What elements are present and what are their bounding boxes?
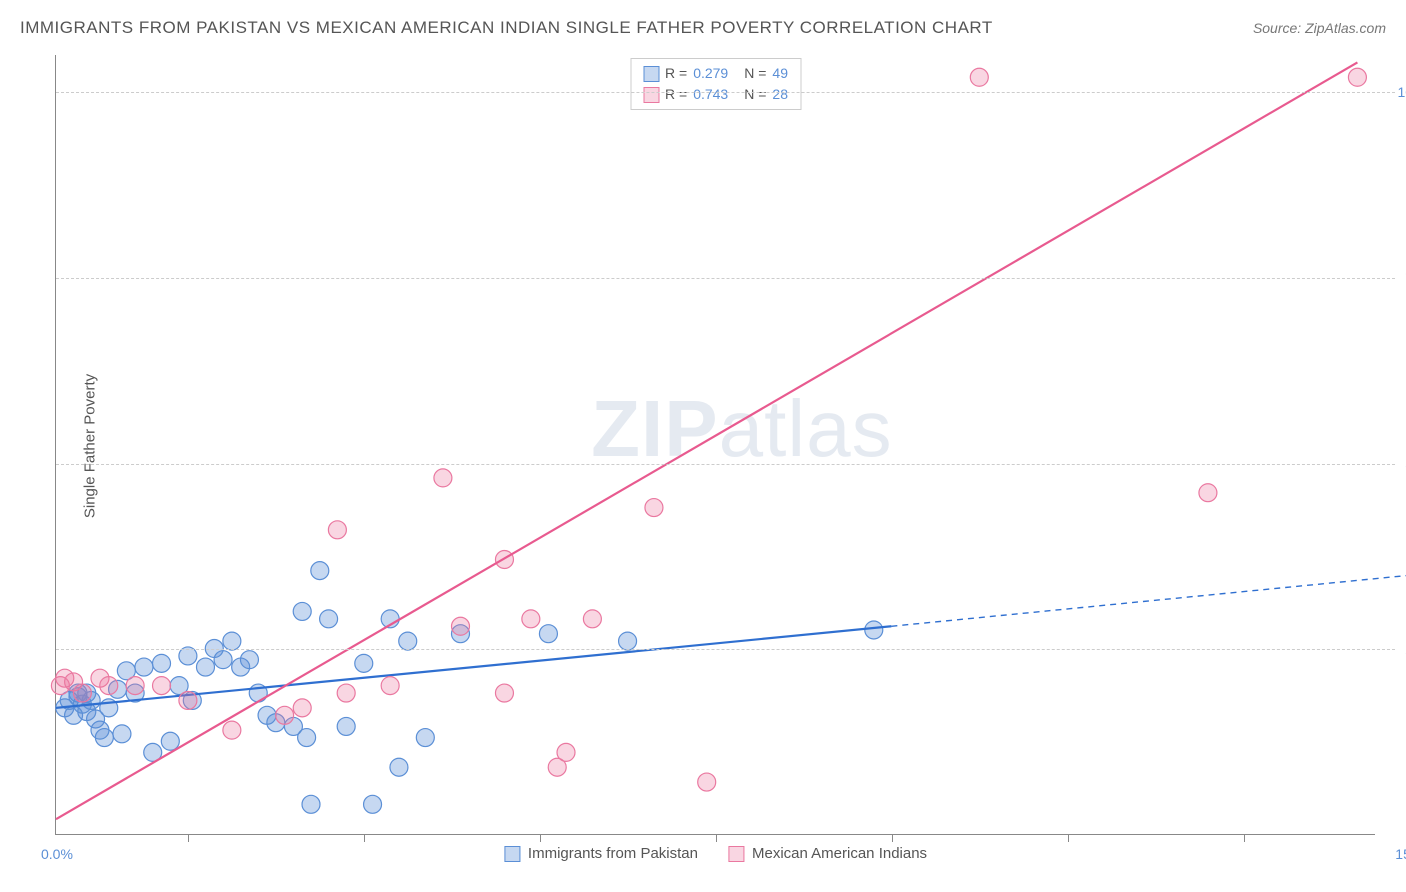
swatch-blue-icon — [504, 846, 520, 862]
scatter-point — [539, 625, 557, 643]
legend-n-label: N = — [744, 63, 766, 84]
scatter-point — [179, 691, 197, 709]
legend-blue-label: Immigrants from Pakistan — [528, 845, 698, 862]
scatter-point — [399, 632, 417, 650]
scatter-point — [364, 795, 382, 813]
scatter-point — [495, 684, 513, 702]
scatter-point — [337, 684, 355, 702]
x-tick — [892, 834, 893, 842]
plot-area: ZIPatlas R = 0.279 N = 49 R = 0.743 N = … — [55, 55, 1375, 835]
scatter-point — [390, 758, 408, 776]
scatter-point — [298, 729, 316, 747]
chart-svg — [56, 55, 1375, 834]
scatter-point — [223, 721, 241, 739]
legend-n-label: N = — [744, 84, 766, 105]
legend-blue-r: 0.279 — [693, 63, 728, 84]
swatch-pink-icon — [643, 87, 659, 103]
scatter-point — [522, 610, 540, 628]
scatter-point — [381, 677, 399, 695]
scatter-point — [73, 684, 91, 702]
series-legend: Immigrants from Pakistan Mexican America… — [504, 845, 927, 862]
x-tick — [188, 834, 189, 842]
scatter-point — [293, 602, 311, 620]
scatter-point — [161, 732, 179, 750]
x-tick-label-max: 15.0% — [1395, 846, 1406, 862]
legend-item-pink: Mexican American Indians — [728, 845, 927, 862]
scatter-point — [434, 469, 452, 487]
scatter-point — [223, 632, 241, 650]
legend-r-label: R = — [665, 63, 687, 84]
legend-item-blue: Immigrants from Pakistan — [504, 845, 698, 862]
x-tick — [1068, 834, 1069, 842]
legend-row-blue: R = 0.279 N = 49 — [643, 63, 788, 84]
gridline — [56, 278, 1395, 279]
scatter-point — [135, 658, 153, 676]
x-tick-label-min: 0.0% — [41, 846, 73, 862]
swatch-pink-icon — [728, 846, 744, 862]
scatter-point — [153, 677, 171, 695]
scatter-point — [328, 521, 346, 539]
scatter-point — [113, 725, 131, 743]
legend-blue-n: 49 — [772, 63, 788, 84]
scatter-point — [302, 795, 320, 813]
scatter-point — [320, 610, 338, 628]
chart-title: IMMIGRANTS FROM PAKISTAN VS MEXICAN AMER… — [20, 18, 993, 38]
legend-pink-n: 28 — [772, 84, 788, 105]
trend-line — [56, 62, 1357, 819]
scatter-point — [95, 729, 113, 747]
gridline — [56, 92, 1395, 93]
source-attribution: Source: ZipAtlas.com — [1253, 20, 1386, 36]
scatter-point — [1199, 484, 1217, 502]
scatter-point — [970, 68, 988, 86]
scatter-point — [100, 677, 118, 695]
scatter-point — [153, 654, 171, 672]
scatter-point — [240, 651, 258, 669]
legend-r-label: R = — [665, 84, 687, 105]
scatter-point — [311, 562, 329, 580]
scatter-point — [557, 743, 575, 761]
scatter-point — [293, 699, 311, 717]
scatter-point — [1348, 68, 1366, 86]
scatter-point — [355, 654, 373, 672]
scatter-point — [126, 677, 144, 695]
x-tick — [364, 834, 365, 842]
scatter-point — [416, 729, 434, 747]
scatter-point — [337, 717, 355, 735]
scatter-point — [698, 773, 716, 791]
legend-pink-r: 0.743 — [693, 84, 728, 105]
legend-row-pink: R = 0.743 N = 28 — [643, 84, 788, 105]
gridline — [56, 649, 1395, 650]
swatch-blue-icon — [643, 66, 659, 82]
scatter-point — [276, 706, 294, 724]
x-tick — [1244, 834, 1245, 842]
scatter-point — [619, 632, 637, 650]
scatter-point — [452, 617, 470, 635]
x-tick — [540, 834, 541, 842]
trend-line-dash — [891, 574, 1406, 626]
scatter-point — [645, 499, 663, 517]
scatter-point — [196, 658, 214, 676]
scatter-point — [214, 651, 232, 669]
x-tick — [716, 834, 717, 842]
legend-pink-label: Mexican American Indians — [752, 845, 927, 862]
scatter-point — [865, 621, 883, 639]
correlation-legend: R = 0.279 N = 49 R = 0.743 N = 28 — [630, 58, 801, 110]
gridline — [56, 464, 1395, 465]
scatter-point — [583, 610, 601, 628]
y-tick-label: 100.0% — [1398, 84, 1406, 100]
